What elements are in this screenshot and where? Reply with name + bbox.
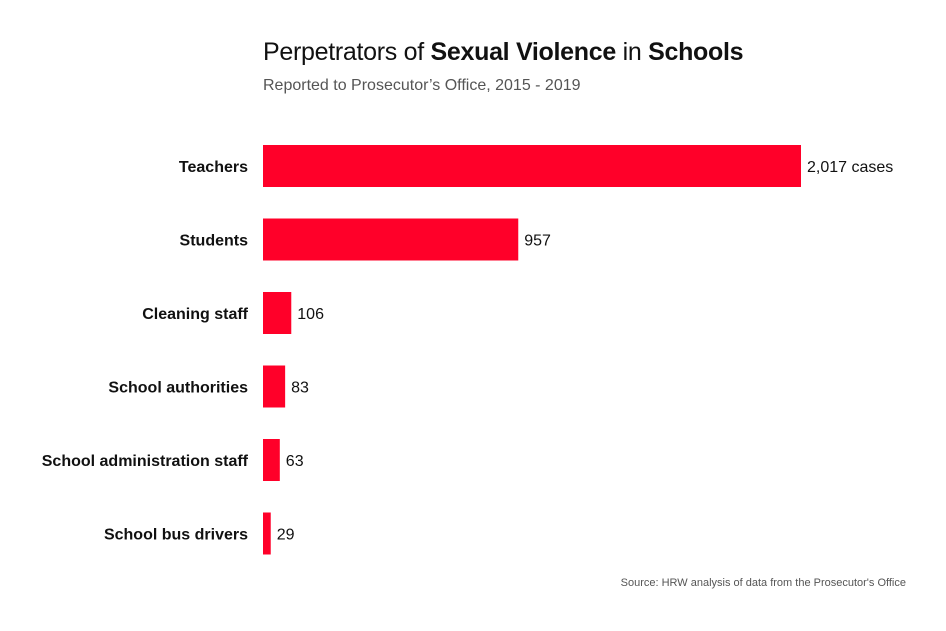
title-segment: in	[615, 38, 649, 66]
data-label: 83	[291, 380, 309, 397]
bar-school-authorities	[263, 365, 286, 408]
category-label: Cleaning staff	[142, 306, 248, 323]
bar-teachers	[263, 145, 801, 187]
bar-school-administration-staff	[263, 439, 280, 481]
category-label: School administration staff	[42, 453, 249, 470]
data-label: 63	[286, 453, 304, 470]
data-label: 957	[524, 233, 551, 250]
source-note: Source: HRW analysis of data from the Pr…	[620, 577, 906, 589]
title-segment: Sexual Violence	[430, 38, 617, 66]
category-label: Teachers	[179, 159, 248, 176]
category-label: School bus drivers	[104, 527, 248, 544]
data-label: 106	[297, 306, 324, 323]
data-label: 29	[277, 527, 295, 544]
title-segment: Schools	[648, 38, 744, 66]
bar-cleaning-staff	[263, 292, 292, 334]
category-label: Students	[180, 233, 249, 250]
chart-subtitle: Reported to Prosecutor’s Office, 2015 - …	[263, 77, 581, 94]
bar-students	[263, 218, 519, 261]
title-segment: Perpetrators of	[263, 38, 431, 66]
bar-school-bus-drivers	[263, 512, 271, 555]
category-label: School authorities	[108, 380, 248, 397]
data-label: 2,017 cases	[807, 159, 893, 176]
chart-title: Perpetrators of Sexual Violence in Schoo…	[263, 38, 744, 67]
